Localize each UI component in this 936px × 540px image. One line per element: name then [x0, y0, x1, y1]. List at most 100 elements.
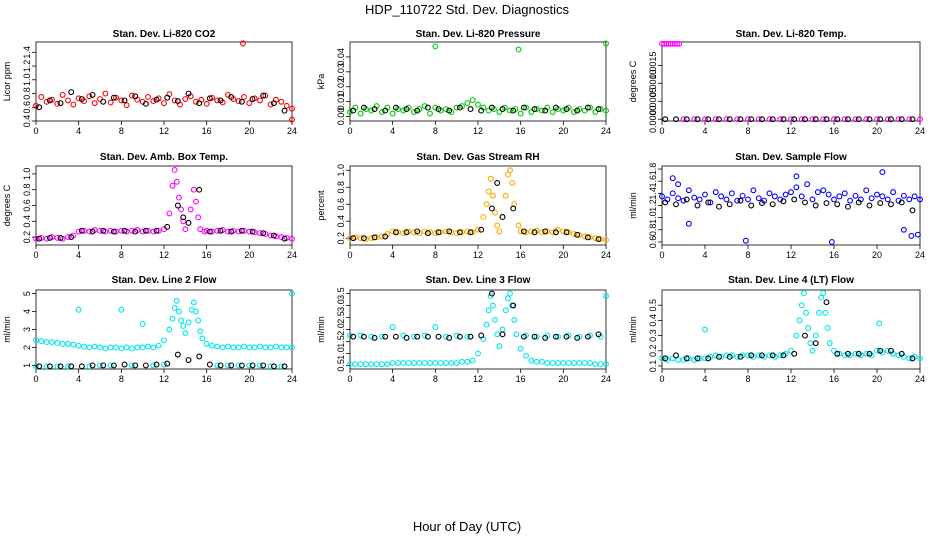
data-point [911, 193, 918, 200]
data-point [281, 235, 288, 242]
data-point [389, 110, 396, 117]
data-point [195, 317, 202, 324]
data-point [446, 334, 453, 341]
data-point [847, 197, 854, 204]
y-tick-label: 1.0 [336, 347, 346, 360]
x-tick-label: 12 [786, 374, 796, 384]
data-point [788, 116, 794, 123]
data-point [750, 187, 757, 194]
data-point [769, 116, 776, 123]
x-tick-label: 24 [287, 374, 297, 384]
data-point [766, 116, 773, 123]
data-point [190, 186, 197, 193]
data-point [371, 234, 378, 241]
data-point [36, 363, 43, 370]
data-point [680, 116, 687, 123]
data-point [350, 107, 357, 114]
data-point [791, 350, 798, 357]
y-tick-label: 0.6 [336, 198, 346, 211]
data-point [257, 97, 263, 104]
data-point [241, 94, 247, 100]
data-point [828, 239, 835, 245]
data-point [467, 333, 474, 340]
data-point [834, 116, 841, 123]
plot-frame [35, 41, 293, 122]
data-point [164, 223, 171, 230]
data-point [549, 109, 556, 116]
data-point [517, 228, 524, 235]
x-tick-label: 12 [473, 374, 483, 384]
data-point [86, 344, 93, 351]
data-point [382, 107, 389, 114]
x-tick-label: 24 [287, 126, 297, 136]
data-point [46, 234, 53, 241]
x-tick-label: 4 [702, 250, 707, 260]
data-point [421, 360, 428, 366]
data-point [563, 229, 570, 236]
data-point [110, 228, 117, 235]
data-point [539, 358, 545, 365]
data-point [89, 228, 96, 235]
data-point [421, 103, 428, 110]
data-point [123, 102, 130, 109]
data-point [560, 360, 567, 366]
data-point [262, 92, 269, 99]
data-point [737, 197, 744, 204]
data-point [544, 360, 551, 366]
data-point [65, 97, 71, 104]
data-point [734, 197, 741, 204]
data-point [888, 116, 894, 123]
x-tick-label: 4 [76, 374, 81, 384]
data-point [432, 324, 439, 331]
data-point [107, 362, 114, 369]
data-point [456, 333, 463, 340]
data-point [214, 97, 221, 104]
y-axis-label: ml/min [628, 192, 638, 219]
data-point [389, 228, 396, 235]
data-point [437, 360, 444, 366]
data-point [563, 106, 570, 113]
data-point [249, 228, 256, 235]
data-point [197, 328, 204, 335]
data-point [145, 94, 151, 100]
x-tick-label: 20 [244, 126, 254, 136]
data-point [898, 116, 905, 123]
data-point [531, 333, 538, 340]
x-tick-label: 24 [915, 374, 925, 384]
data-point [544, 228, 551, 235]
data-point [368, 235, 375, 242]
data-point [403, 229, 410, 236]
data-point [662, 116, 669, 123]
data-point [685, 355, 692, 362]
data-point [584, 333, 591, 340]
data-point [185, 219, 192, 226]
x-tick-label: 16 [516, 126, 526, 136]
data-point [478, 226, 485, 233]
chart-panel: Stan. Dev. Li-820 Temp. 0 4 8 12 16 20 24 0.0000… [628, 29, 925, 136]
data-point [389, 360, 396, 366]
data-point [175, 194, 182, 201]
data-point [350, 235, 357, 242]
y-tick-label: 1.2 [22, 60, 32, 73]
data-point [145, 227, 151, 234]
data-point [241, 343, 247, 350]
data-point [129, 362, 135, 369]
x-tick-label: 20 [872, 250, 882, 260]
data-point [453, 360, 460, 366]
data-point [209, 228, 215, 235]
x-tick-label: 4 [702, 374, 707, 384]
data-point [769, 352, 776, 359]
data-point [702, 116, 708, 123]
data-point [68, 89, 75, 96]
data-point [539, 107, 545, 114]
y-tick-label: 1.0 [22, 74, 32, 87]
data-point [788, 347, 794, 354]
y-tick-label: 0.6 [648, 236, 658, 249]
x-tick-label: 12 [159, 126, 169, 136]
data-point [371, 106, 378, 113]
data-point [584, 104, 591, 111]
data-point [793, 184, 800, 191]
data-point [716, 353, 722, 360]
data-point [54, 363, 61, 370]
data-point [357, 361, 364, 368]
